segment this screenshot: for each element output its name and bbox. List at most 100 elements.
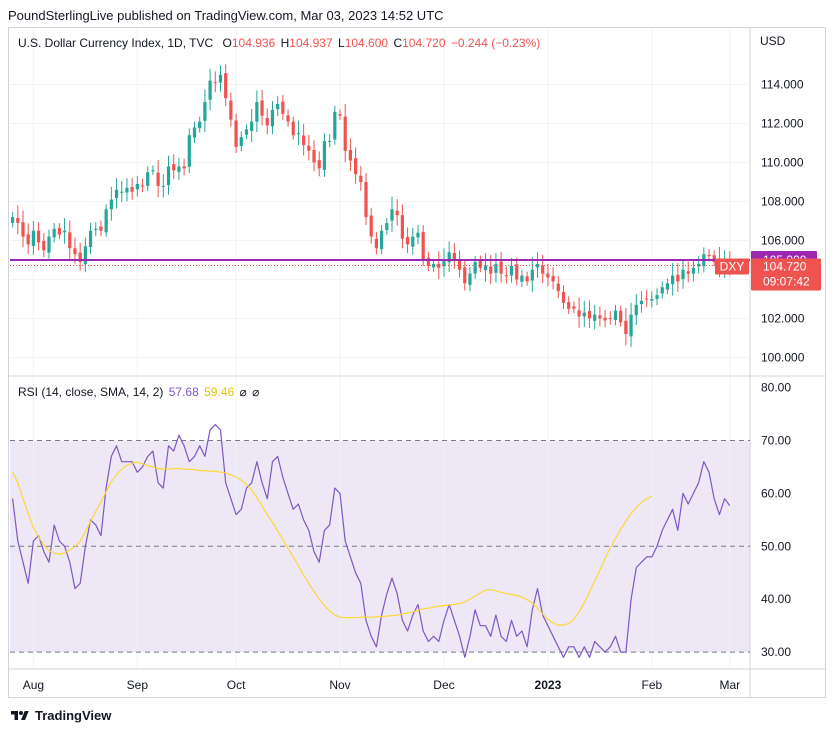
current-price-tag — [751, 258, 821, 291]
candle-body — [130, 187, 134, 192]
candle-body — [650, 298, 654, 301]
candle-body — [369, 215, 373, 237]
candle-body — [483, 265, 488, 271]
candle-body — [364, 182, 368, 218]
eye-icon[interactable]: ⌀ — [239, 385, 247, 399]
countdown-text: 09:07:42 — [763, 274, 810, 288]
price-axis[interactable]: 114.000 112.000 110.000 108.000 106.000 102.0… — [761, 78, 805, 365]
candle-body — [400, 215, 404, 239]
candle-body — [343, 116, 347, 151]
candle-body — [567, 302, 571, 309]
footer-brand[interactable]: TradingView — [10, 708, 111, 723]
candle-body — [250, 121, 254, 131]
candle-body — [442, 259, 446, 267]
candle-body — [104, 209, 108, 233]
chart-frame — [8, 27, 826, 698]
candle-body — [613, 310, 618, 321]
candle-body — [593, 314, 597, 321]
candle-body — [125, 187, 129, 193]
close-value: 104.720 — [402, 36, 446, 50]
candle-body — [707, 254, 711, 257]
candle-body — [535, 263, 540, 268]
candle-body — [255, 102, 259, 122]
candle-body — [348, 150, 353, 161]
rsi-line — [12, 424, 731, 659]
level-lines — [10, 258, 750, 266]
candle-body — [146, 172, 150, 186]
candle-body — [577, 310, 581, 317]
candle-body — [322, 141, 327, 170]
candle-body — [265, 118, 269, 126]
time-tick-label: Mar — [719, 678, 740, 692]
candle-body — [156, 172, 160, 186]
candle-body — [395, 210, 399, 216]
candle-body — [546, 273, 550, 278]
price-tick-label: 108.000 — [761, 195, 805, 209]
time-tick-label: 2023 — [535, 678, 562, 692]
candle-body — [187, 135, 191, 167]
candle-body — [52, 228, 56, 238]
publish-info: PoundSterlingLive published on TradingVi… — [8, 8, 444, 23]
symbol-legend[interactable]: U.S. Dollar Currency Index, 1D, TVC O104… — [18, 36, 542, 50]
candle-body — [629, 314, 633, 337]
candle-body — [291, 121, 295, 136]
change-value: −0.244 (−0.23%) — [450, 36, 541, 50]
candle-body — [473, 261, 477, 274]
candle-body — [489, 266, 493, 274]
candle-body — [151, 170, 155, 172]
candle-body — [639, 300, 644, 305]
rsi-tick-label: 50.00 — [761, 539, 791, 553]
time-tick-label: Oct — [227, 678, 246, 692]
candle-body — [270, 109, 275, 127]
candle-body — [213, 82, 217, 84]
rsi-title: RSI (14, close, SMA, 14, 2) — [18, 385, 164, 399]
time-tick-label: Sep — [127, 678, 149, 692]
candle-body — [572, 306, 576, 309]
candle-body — [499, 261, 503, 274]
candle-body — [561, 291, 566, 303]
candle-body — [509, 265, 514, 276]
candle-body — [582, 312, 586, 317]
candle-body — [307, 145, 311, 151]
candle-body — [390, 209, 394, 221]
candle-body — [411, 236, 415, 247]
candle-body — [286, 115, 290, 122]
candle-body — [665, 283, 670, 290]
candle-body — [114, 189, 119, 198]
high-value: 104.937 — [289, 36, 333, 50]
candle-body — [21, 222, 25, 237]
rsi-guides — [10, 439, 750, 653]
candle-body — [234, 120, 238, 147]
candle-body — [655, 295, 659, 299]
time-axis[interactable]: Aug Sep Oct Nov Dec 2023 Feb Mar — [23, 678, 740, 692]
candle-body — [218, 74, 223, 83]
candle-body — [109, 199, 113, 210]
candle-body — [379, 230, 384, 250]
candle-body — [405, 236, 410, 245]
candle-body — [192, 127, 197, 138]
candle-body — [229, 100, 233, 120]
rsi-legend[interactable]: RSI (14, close, SMA, 14, 2) 57.68 59.46 … — [18, 385, 261, 399]
candle-body — [421, 231, 425, 260]
candle-body — [676, 274, 680, 282]
candle-body — [457, 259, 462, 270]
price-tick-label: 106.000 — [761, 233, 805, 247]
candle-body — [83, 246, 87, 265]
candle-body — [515, 264, 519, 280]
candle-body — [671, 275, 675, 285]
rsi-lines — [12, 424, 731, 659]
rsi-axis[interactable]: 80.00 70.00 60.00 50.00 40.00 30.00 — [761, 381, 791, 660]
candle-body — [525, 276, 529, 282]
eye-icon[interactable]: ⌀ — [252, 385, 260, 399]
candle-body — [26, 234, 30, 245]
rsi-tick-label: 70.00 — [761, 433, 791, 447]
candle-body — [281, 101, 285, 114]
candle-body — [10, 217, 15, 223]
candle-body — [624, 320, 628, 335]
price-tick-label: 102.000 — [761, 311, 805, 325]
candle-body — [244, 129, 249, 135]
candle-body — [541, 265, 545, 274]
currency-label: USD — [760, 34, 786, 48]
